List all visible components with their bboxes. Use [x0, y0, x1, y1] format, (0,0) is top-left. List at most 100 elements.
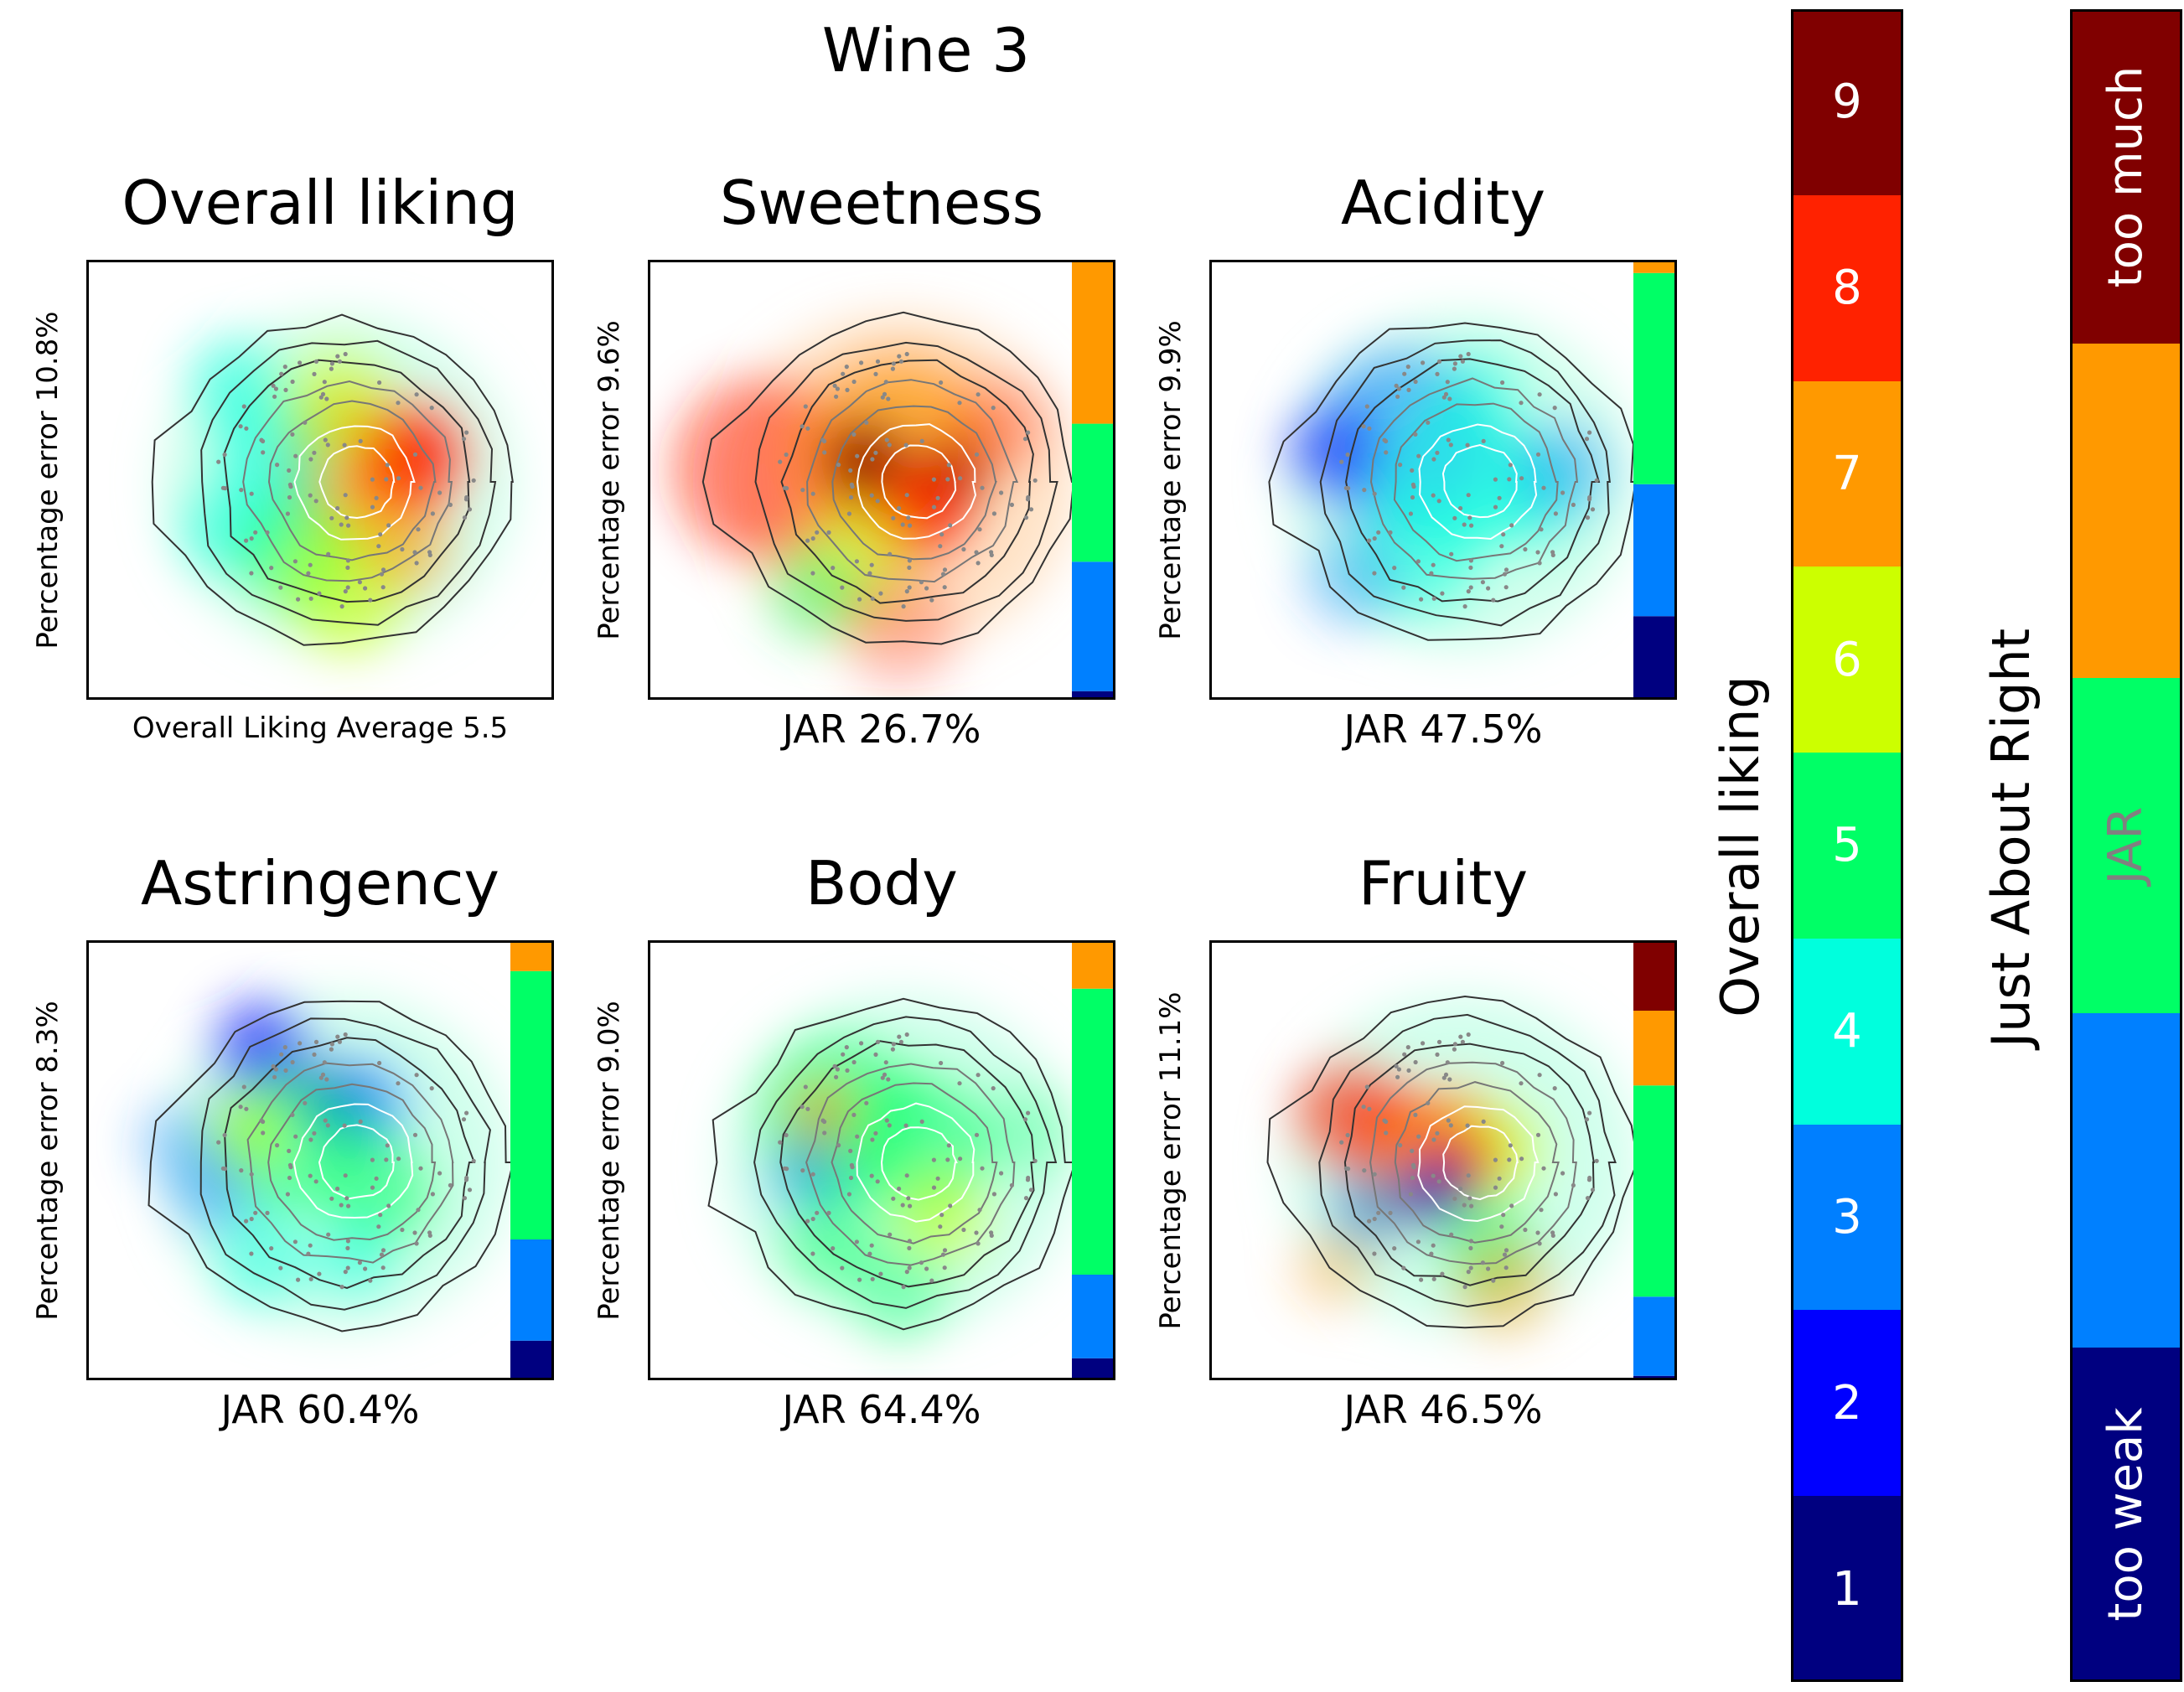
sample-point: [999, 490, 1004, 495]
heat-blob: [950, 377, 1050, 478]
sample-point: [1523, 1227, 1528, 1233]
jar-strip-segment: [1633, 484, 1677, 617]
sample-point: [1585, 515, 1591, 520]
sample-point: [1493, 477, 1498, 482]
sample-point: [464, 494, 469, 500]
jar-strip-segment: [1633, 260, 1677, 273]
sample-point: [1440, 1271, 1445, 1276]
sample-point: [1402, 371, 1407, 376]
sample-point: [1466, 589, 1471, 594]
sample-point: [220, 1166, 225, 1171]
sample-point: [220, 485, 225, 490]
sample-point: [1431, 562, 1436, 567]
sample-point: [939, 1060, 944, 1066]
sample-point: [939, 532, 945, 537]
sample-point: [292, 1239, 298, 1244]
contour-line: [880, 1126, 958, 1201]
sample-point: [282, 1045, 287, 1050]
sample-point: [329, 366, 334, 371]
sample-point: [946, 463, 951, 468]
panel-ylabel: Percentage error 9.9%: [1154, 319, 1188, 640]
jar-strip-segment: [510, 1239, 554, 1341]
sample-point: [1493, 1157, 1498, 1162]
sample-point: [1467, 515, 1472, 520]
sample-point: [290, 432, 295, 437]
sample-point: [1503, 585, 1509, 590]
sample-point: [326, 551, 331, 556]
sample-point: [1376, 1210, 1381, 1215]
jar-colorbar-segment: [2070, 344, 2182, 679]
sample-point: [1452, 1196, 1457, 1201]
sample-point: [1467, 1196, 1472, 1201]
heat-layer: [137, 995, 514, 1330]
sample-point: [891, 515, 896, 520]
sample-point: [1384, 438, 1389, 444]
sample-point: [414, 1073, 419, 1078]
sample-point: [848, 494, 854, 500]
sample-point: [904, 1173, 909, 1178]
sample-point: [464, 430, 469, 435]
sample-point: [1443, 1072, 1449, 1077]
jar-colorbar-segment: [2070, 678, 2182, 1013]
sample-point: [903, 1123, 908, 1128]
sample-point: [1394, 1063, 1399, 1068]
sample-point: [880, 1075, 885, 1080]
sample-point: [815, 530, 820, 535]
contour-line: [318, 445, 396, 520]
sample-point: [1436, 1179, 1441, 1184]
jar-distribution-strip: [1072, 260, 1115, 700]
sample-point: [418, 1166, 423, 1171]
sample-point: [249, 1251, 254, 1256]
sample-point: [312, 1052, 317, 1057]
sample-point: [1392, 566, 1397, 571]
sample-point: [1429, 571, 1434, 576]
sample-point: [907, 558, 912, 563]
sample-point: [1372, 571, 1377, 576]
sample-point: [238, 424, 243, 429]
heat-blob: [841, 570, 958, 687]
sample-point: [904, 351, 909, 357]
sample-point: [782, 485, 787, 490]
sample-point: [1426, 1100, 1431, 1105]
sample-point: [1587, 1110, 1592, 1115]
sample-point: [883, 1060, 888, 1065]
sample-point: [1022, 1117, 1028, 1122]
sample-point: [1452, 361, 1457, 366]
sample-point: [919, 580, 924, 585]
sample-point: [1009, 1182, 1014, 1188]
sample-point: [271, 1063, 276, 1068]
sample-point: [907, 1245, 912, 1250]
sample-point: [308, 1243, 313, 1248]
sample-point: [810, 1172, 815, 1177]
sample-point: [325, 442, 330, 448]
sample-point: [1571, 502, 1576, 507]
sample-point: [938, 1224, 943, 1229]
sample-point: [380, 585, 386, 590]
sample-point: [1401, 1265, 1406, 1270]
sample-point: [1486, 586, 1491, 591]
sample-point: [875, 1179, 880, 1184]
sample-point: [329, 1047, 334, 1052]
sample-point: [836, 1143, 841, 1148]
sample-point: [939, 1213, 945, 1218]
sample-point: [1410, 494, 1415, 500]
sample-point: [272, 1074, 277, 1079]
sample-point: [1462, 1203, 1467, 1208]
sample-point: [1343, 485, 1348, 490]
sample-point: [308, 1173, 313, 1178]
sample-point: [1431, 1243, 1436, 1248]
contour-line: [856, 1102, 976, 1223]
sample-point: [288, 1165, 293, 1170]
sample-point: [1466, 351, 1471, 357]
sample-point: [380, 1265, 386, 1270]
sample-points: [1339, 351, 1599, 609]
sample-point: [1415, 559, 1421, 564]
sample-point: [1388, 530, 1393, 535]
sample-point: [1435, 1131, 1440, 1136]
sample-point: [1408, 1192, 1413, 1197]
sample-point: [342, 442, 347, 448]
sample-point: [384, 1157, 389, 1162]
sample-point: [1535, 452, 1541, 457]
sample-point: [244, 1106, 249, 1111]
sample-point: [335, 505, 340, 511]
